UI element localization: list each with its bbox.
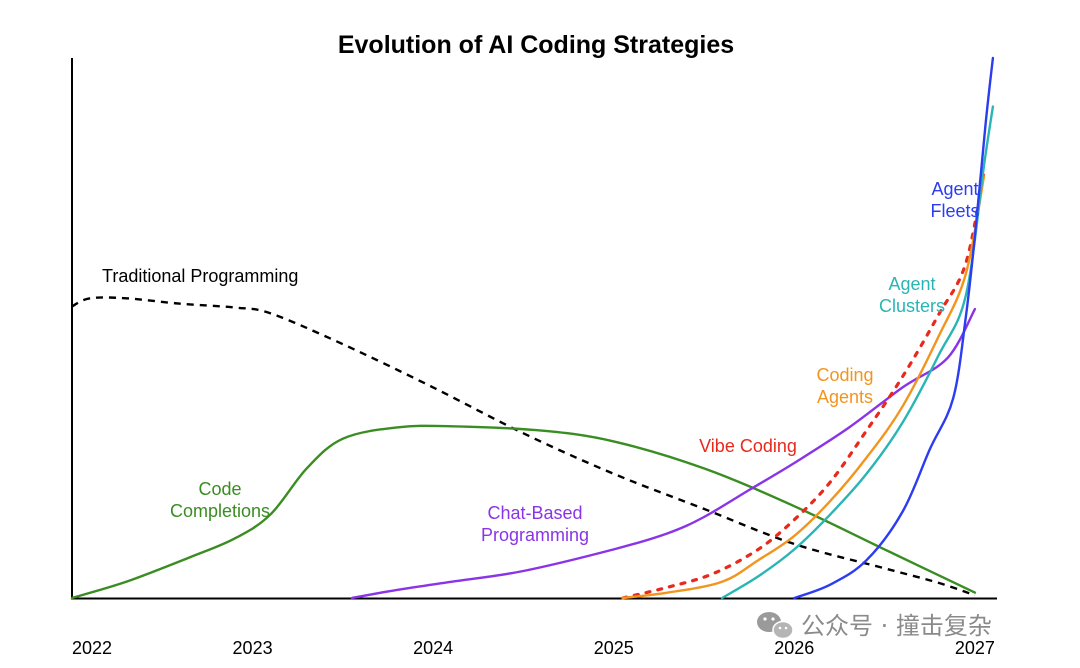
series-label-vibe-coding: Vibe Coding xyxy=(699,436,797,456)
x-tick-label-2026: 2026 xyxy=(774,638,814,658)
series-label-line: Agent xyxy=(888,274,935,294)
chart-title: Evolution of AI Coding Strategies xyxy=(338,31,734,59)
x-tick-label-2024: 2024 xyxy=(413,638,453,658)
series-label-line: Vibe Coding xyxy=(699,436,797,456)
series-label-line: Programming xyxy=(481,525,589,545)
series-labels: Traditional Programming Code Completions Ch… xyxy=(102,179,980,545)
series-label-line: Code xyxy=(198,479,241,499)
series-label-agent-fleets: Agent Fleets xyxy=(930,179,979,221)
series-label-coding-agents: Coding Agents xyxy=(816,365,873,407)
series-lines xyxy=(70,56,995,600)
series-label-line: Agents xyxy=(817,387,873,407)
series-label-line: Agent xyxy=(931,179,978,199)
wechat-icon xyxy=(757,612,794,640)
series-line-chat-based-programming xyxy=(350,307,977,600)
series-label-line: Chat-Based xyxy=(487,503,582,523)
watermark-text: 公众号 · 撞击复杂 xyxy=(801,612,992,640)
series-label-traditional-programming: Traditional Programming xyxy=(102,266,298,286)
series-line-agent-fleets xyxy=(793,56,995,600)
series-label-line: Traditional Programming xyxy=(102,266,298,286)
series-line-coding-agents xyxy=(621,175,986,600)
x-tick-label-2023: 2023 xyxy=(233,638,273,658)
series-line-vibe-coding xyxy=(621,169,986,600)
series-label-line: Coding xyxy=(816,365,873,385)
x-tick-label-2022: 2022 xyxy=(72,638,112,658)
watermark: 公众号 · 撞击复杂 xyxy=(757,612,992,640)
series-label-code-completions: Code Completions xyxy=(170,479,270,521)
series-label-chat-based-programming: Chat-Based Programming xyxy=(481,503,589,545)
series-line-code-completions xyxy=(70,424,977,600)
x-tick-label-2025: 2025 xyxy=(594,638,634,658)
series-line-traditional-programming xyxy=(71,296,976,597)
series-label-line: Clusters xyxy=(879,296,945,316)
series-label-line: Completions xyxy=(170,501,270,521)
series-label-agent-clusters: Agent Clusters xyxy=(879,274,945,316)
x-tick-labels: 2022 2023 2024 2025 2026 2027 xyxy=(72,638,995,658)
x-tick-label-2027: 2027 xyxy=(955,638,995,658)
series-label-line: Fleets xyxy=(930,201,979,221)
